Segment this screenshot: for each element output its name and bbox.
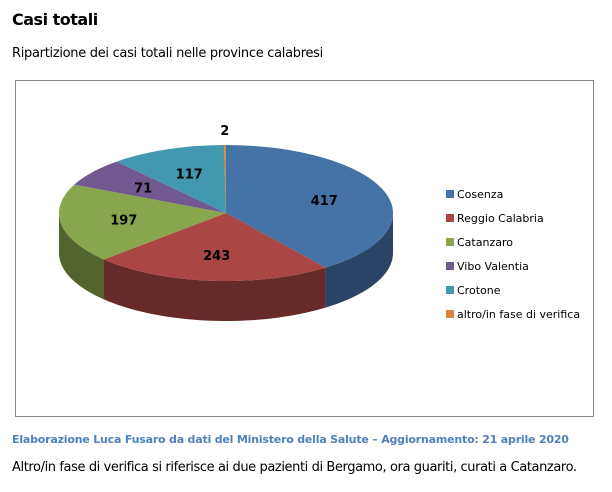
source-note: Elaborazione Luca Fusaro da dati del Min… bbox=[12, 433, 569, 446]
data-label: 2 bbox=[220, 124, 229, 139]
page-title: Casi totali bbox=[12, 10, 98, 29]
legend-item: Reggio Calabria bbox=[446, 206, 580, 230]
pie-slice-catanzaro[interactable] bbox=[59, 184, 226, 260]
pie-side-0 bbox=[325, 213, 393, 308]
legend-swatch bbox=[446, 286, 454, 294]
legend-item: Catanzaro bbox=[446, 230, 580, 254]
legend-label: Reggio Calabria bbox=[457, 211, 544, 225]
data-label: 197 bbox=[110, 214, 137, 229]
legend-item: altro/in fase di verifica bbox=[446, 302, 580, 326]
chart-frame bbox=[15, 80, 594, 417]
legend-label: Catanzaro bbox=[457, 235, 513, 249]
data-label: 243 bbox=[203, 249, 230, 264]
legend-swatch bbox=[446, 238, 454, 246]
pie-side-2 bbox=[59, 213, 104, 300]
legend-swatch bbox=[446, 310, 454, 318]
footnote: Altro/in fase di verifica si riferisce a… bbox=[12, 460, 577, 475]
pie-slice-vibo-valentia[interactable] bbox=[74, 161, 226, 213]
legend-item: Vibo Valentia bbox=[446, 254, 580, 278]
page-subtitle: Ripartizione dei casi totali nelle provi… bbox=[12, 46, 323, 61]
pie-side-1 bbox=[103, 259, 326, 321]
pie-slice-crotone[interactable] bbox=[116, 145, 226, 213]
legend-label: Crotone bbox=[457, 283, 501, 297]
legend-label: Vibo Valentia bbox=[457, 259, 529, 273]
legend-swatch bbox=[446, 190, 454, 198]
data-label: 417 bbox=[311, 194, 338, 209]
data-label: 71 bbox=[134, 182, 152, 197]
chart-legend: Cosenza Reggio Calabria Catanzaro Vibo Vale… bbox=[446, 182, 580, 326]
legend-label: altro/in fase di verifica bbox=[457, 307, 581, 321]
legend-swatch bbox=[446, 214, 454, 222]
legend-item: Cosenza bbox=[446, 182, 580, 206]
pie-slice-cosenza[interactable] bbox=[226, 145, 393, 268]
legend-item: Crotone bbox=[446, 278, 580, 302]
data-label: 117 bbox=[176, 168, 203, 183]
legend-label: Cosenza bbox=[457, 187, 504, 201]
pie-slice-altro-in-fase-di-verifica[interactable] bbox=[223, 145, 226, 213]
pie-slice-reggio-calabria[interactable] bbox=[103, 213, 326, 282]
legend-swatch bbox=[446, 262, 454, 270]
